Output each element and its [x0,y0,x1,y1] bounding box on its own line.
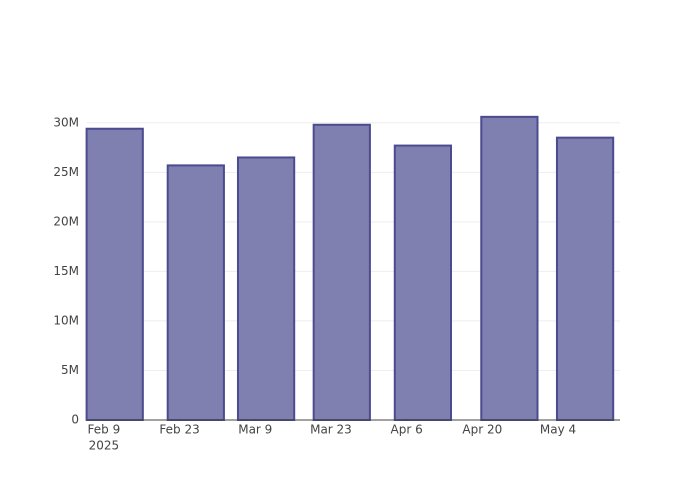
x-tick-label: May 4 [540,423,576,437]
y-tick-label: 0 [71,413,79,427]
bar [85,127,144,421]
y-tick-label: 20M [53,214,79,228]
bar [236,156,296,421]
x-tick-label: Feb 9 [88,423,121,437]
bar [393,144,452,421]
bar [555,136,615,421]
x-tick-label: Apr 6 [391,423,423,437]
y-tick-label: 5M [61,363,79,377]
x-tick-label: Apr 20 [462,423,502,437]
y-tick-label: 30M [53,115,79,129]
bar [480,115,539,421]
x-year-label: 2025 [89,439,120,453]
x-tick-label: Mar 23 [310,423,352,437]
x-tick-label: Feb 23 [159,423,199,437]
y-tick-label: 15M [53,264,79,278]
y-tick-label: 10M [53,313,79,327]
bar [312,123,371,422]
bar [166,164,225,421]
x-tick-label: Mar 9 [238,423,272,437]
y-tick-label: 25M [53,165,79,179]
